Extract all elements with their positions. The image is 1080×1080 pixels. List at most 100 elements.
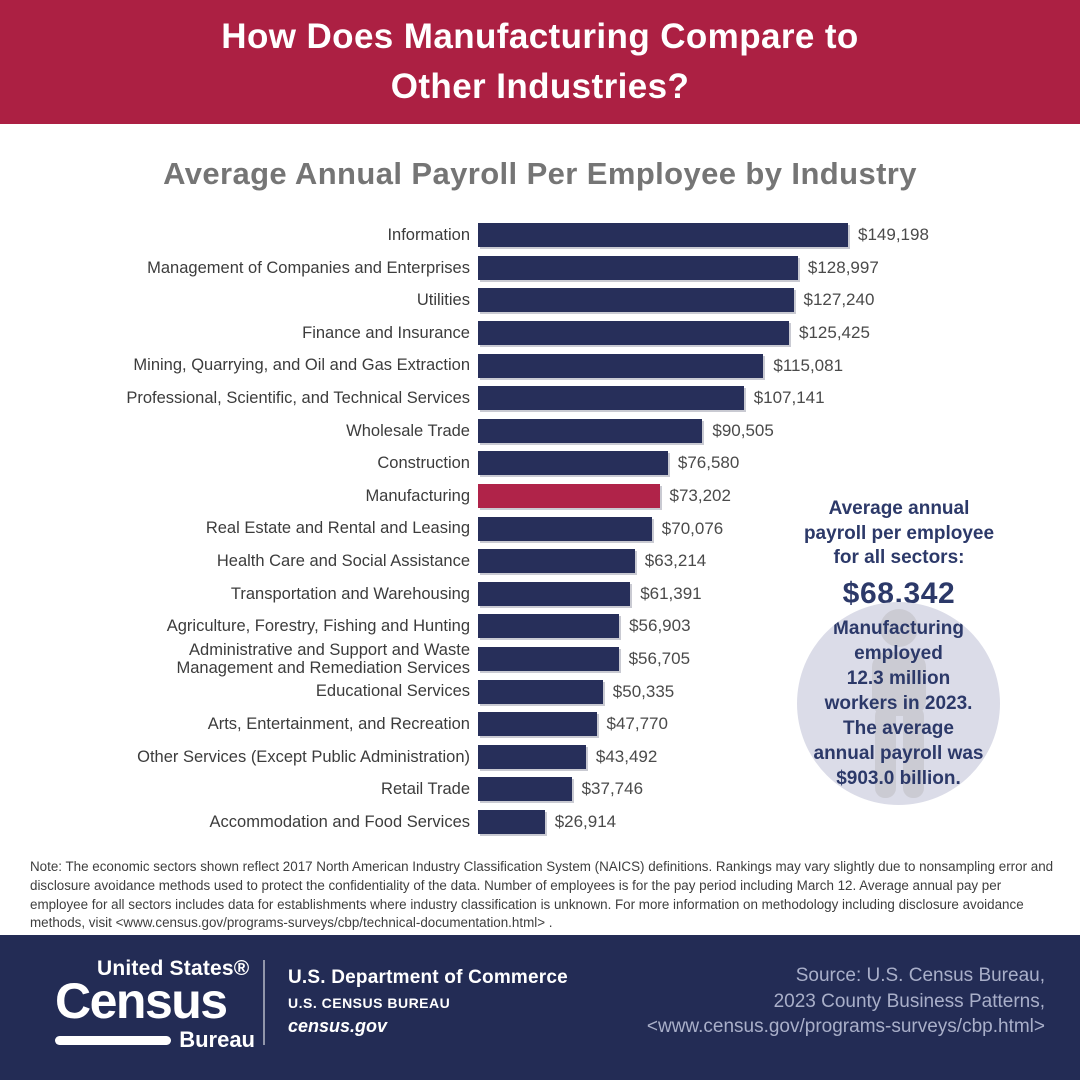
census-bureau-label: U.S. CENSUS BUREAU <box>288 995 451 1011</box>
chart-title: Average Annual Payroll Per Employee by I… <box>163 156 917 191</box>
bar-value-label: $115,081 <box>773 355 844 375</box>
bar-row: Retail Trade $37,746 <box>30 773 1040 806</box>
stat-heading: Average annual payroll per employee for … <box>803 498 995 569</box>
bar <box>478 614 620 639</box>
bar-category-label: Educational Services <box>315 682 470 701</box>
header-banner: How Does Manufacturing Compare to Other … <box>0 0 1080 124</box>
bar-category-label: Other Services (Except Public Administra… <box>137 747 470 766</box>
bar <box>478 647 619 672</box>
bar-track: $125,425 <box>478 321 1040 346</box>
logo-bureau-row: Bureau <box>55 1027 255 1053</box>
bar-track: $26,914 <box>478 809 1040 834</box>
callout-text: Manufacturing employed 12.3 million work… <box>813 617 984 790</box>
bar-value-label: $56,903 <box>629 616 691 636</box>
bar-category-label: Information <box>387 226 470 245</box>
bar-category-label: Administrative and Support and Waste Man… <box>176 640 471 678</box>
department-block: U.S. Department of Commerce U.S. CENSUS … <box>288 967 568 1037</box>
bar-value-label: $76,580 <box>677 453 740 473</box>
bar-category-label: Utilities <box>416 291 470 310</box>
bar-value-label: $125,425 <box>799 323 870 343</box>
bar-track: $115,081 <box>478 353 1040 378</box>
bar-track: $56,903 <box>478 614 1040 639</box>
manufacturing-callout-circle: Manufacturing employed 12.3 million work… <box>797 602 1000 805</box>
bar-category-label: Wholesale Trade <box>346 421 470 440</box>
bar <box>478 386 744 411</box>
logo-united-states: United States® <box>97 957 250 980</box>
logo-underline-bar <box>55 1035 172 1045</box>
bar-category-label: Mining, Quarrying, and Oil and Gas Extra… <box>133 356 470 375</box>
bar <box>478 679 603 704</box>
bar-track: $56,705 <box>478 647 1040 672</box>
logo-census: Census <box>55 973 228 1029</box>
bar-track: $50,335 <box>478 679 1040 704</box>
bar-row: Arts, Entertainment, and Recreation $47,7… <box>30 708 1040 741</box>
bar-value-label: $70,076 <box>661 518 724 538</box>
bar-value-label: $50,335 <box>612 681 675 701</box>
logo-bureau: Bureau <box>179 1027 255 1052</box>
bar <box>478 223 848 248</box>
census-bureau-logo: United States® Census Bureau <box>55 957 255 1053</box>
bar <box>478 744 586 769</box>
bar-category-label: Agriculture, Forestry, Fishing and Hunti… <box>166 617 470 636</box>
census-gov-link: census.gov <box>288 1016 388 1036</box>
bar-category-label: Transportation and Warehousing <box>230 584 470 603</box>
source-citation: Source: U.S. Census Bureau, 2023 County … <box>646 965 1045 1038</box>
footer-divider <box>263 960 265 1045</box>
bar-track: $47,770 <box>478 712 1040 737</box>
bar-value-label: $128,997 <box>807 257 879 277</box>
bar-row: Wholesale Trade $90,505 <box>30 415 1040 448</box>
bar-category-label: Health Care and Social Assistance <box>216 552 470 570</box>
bar-track: $107,141 <box>478 386 1040 411</box>
bar-track: $128,997 <box>478 255 1040 280</box>
bar-category-label: Management of Companies and Enterprises <box>147 258 470 277</box>
bar-track: $61,391 <box>478 581 1040 606</box>
bar-row: Real Estate and Rental and Leasing $70,07… <box>30 512 1040 545</box>
bar-value-label: $56,705 <box>628 649 691 669</box>
bar-value-label: $90,505 <box>712 420 774 440</box>
bar <box>478 418 703 443</box>
bar-category-label: Arts, Entertainment, and Recreation <box>207 714 470 733</box>
bar-track: $90,505 <box>478 418 1040 443</box>
person-icon <box>871 609 926 798</box>
bar-row: Construction $76,580 <box>30 447 1040 480</box>
all-sectors-stat-panel: Average annual payroll per employee for … <box>786 497 1012 611</box>
bar-track: $43,492 <box>478 744 1040 769</box>
bar <box>478 581 631 606</box>
bar-value-label: $107,141 <box>753 388 825 408</box>
bar <box>478 516 652 541</box>
bar-category-label: Real Estate and Rental and Leasing <box>205 519 470 538</box>
bar-value-label: $43,492 <box>595 746 658 766</box>
bar-category-label: Finance and Insurance <box>302 323 470 342</box>
bar-row: Professional, Scientific, and Technical … <box>30 382 1040 415</box>
bar-value-label: $149,198 <box>858 225 929 245</box>
bar-track: $73,202 <box>478 484 1040 509</box>
page-title: How Does Manufacturing Compare to Other … <box>221 16 859 106</box>
bar <box>478 712 597 737</box>
bar <box>478 288 794 313</box>
dept-commerce-label: U.S. Department of Commerce <box>288 967 568 988</box>
bar-category-label: Accommodation and Food Services <box>209 812 470 831</box>
bar-track: $70,076 <box>478 516 1040 541</box>
methodology-note: Note: The economic sectors shown reflect… <box>30 859 1054 931</box>
bar-track: $76,580 <box>478 451 1040 476</box>
bar-chart: Information $149,198 Management of Compani… <box>30 219 1040 838</box>
bar-manufacturing-highlighted <box>478 484 660 509</box>
bar-row: Accommodation and Food Services $26,914 <box>30 806 1040 839</box>
bar-row: Management of Companies and Enterprises $… <box>30 252 1040 285</box>
bar <box>478 451 668 476</box>
bar-row: Administrative and Support and Waste Man… <box>30 640 1040 678</box>
bar-value-label: $26,914 <box>554 811 617 831</box>
bar-row: Mining, Quarrying, and Oil and Gas Extra… <box>30 349 1040 382</box>
bar-value-label: $63,214 <box>644 551 707 571</box>
bar-row: Health Care and Social Assistance $63,214 <box>30 545 1040 578</box>
bar-track: $37,746 <box>478 777 1040 802</box>
bar-value-label: $47,770 <box>606 714 668 734</box>
bar <box>478 255 798 280</box>
bar-category-label: Retail Trade <box>381 780 470 799</box>
bar-row: Finance and Insurance $125,425 <box>30 317 1040 350</box>
bar <box>478 777 572 802</box>
footer: United States® Census Bureau U.S. Depart… <box>0 935 1080 1080</box>
bar-row: Information $149,198 <box>30 219 1040 252</box>
bar-value-label: $127,240 <box>803 290 875 310</box>
